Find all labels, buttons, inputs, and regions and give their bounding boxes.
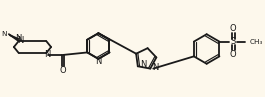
Text: N: N [17,36,24,45]
Text: N: N [140,60,146,69]
Text: N: N [16,34,22,43]
Text: N: N [1,31,7,37]
Text: S: S [231,37,236,46]
Text: O: O [230,50,237,59]
Text: O: O [230,24,237,33]
Text: CH₃: CH₃ [250,39,263,45]
Text: N: N [152,63,159,72]
Text: N: N [95,57,101,66]
Text: O: O [60,66,66,75]
Text: N: N [44,50,50,59]
